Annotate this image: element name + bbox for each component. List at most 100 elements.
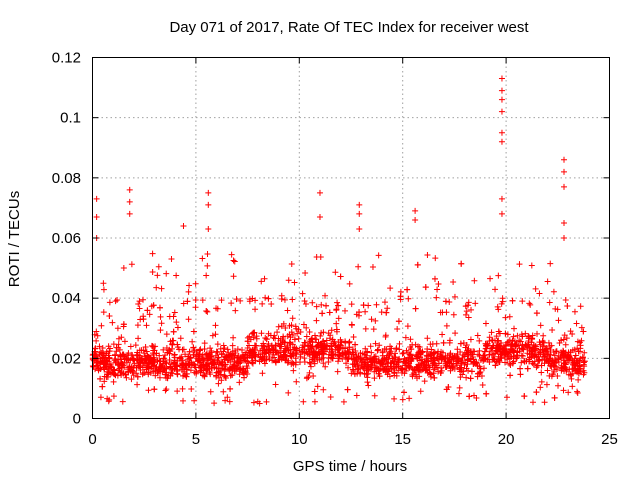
data-point [96, 351, 103, 358]
data-point [412, 207, 419, 214]
data-point [544, 278, 551, 285]
data-point [408, 355, 415, 362]
data-point [507, 372, 514, 379]
data-point [196, 347, 203, 354]
data-point [302, 301, 309, 308]
data-point [226, 366, 233, 373]
data-point [213, 361, 220, 368]
data-point [284, 359, 291, 366]
data-point [244, 365, 251, 372]
data-point [307, 360, 314, 367]
data-point [532, 285, 539, 292]
data-point [432, 255, 439, 262]
data-point [406, 395, 413, 402]
data-point [224, 346, 231, 353]
data-point [427, 341, 434, 348]
data-point [214, 349, 221, 356]
data-point [207, 345, 214, 352]
data-point [564, 357, 571, 364]
data-point [238, 346, 245, 353]
x-tick-label: 5 [192, 431, 200, 448]
data-point [320, 386, 327, 393]
data-point [228, 300, 235, 307]
data-point [391, 395, 398, 402]
data-point [564, 302, 571, 309]
data-point [130, 355, 137, 362]
data-point [509, 337, 516, 344]
data-point [183, 373, 190, 380]
data-point [145, 387, 152, 394]
data-point [348, 322, 355, 329]
data-point [278, 296, 285, 303]
data-point [442, 298, 449, 305]
data-point [209, 360, 216, 367]
data-point [455, 355, 462, 362]
data-point [126, 186, 133, 193]
tick-marks [92, 57, 610, 419]
data-point [314, 356, 321, 363]
data-point [327, 332, 334, 339]
data-point [561, 235, 568, 241]
data-point [261, 360, 268, 367]
data-point [207, 388, 214, 395]
data-point [218, 297, 225, 304]
data-point [362, 325, 369, 332]
data-point [272, 381, 279, 388]
data-point [437, 369, 444, 376]
data-point [498, 138, 505, 145]
data-point [185, 353, 192, 360]
data-point [152, 366, 159, 373]
data-point [492, 286, 499, 293]
data-point [477, 365, 484, 372]
data-point [222, 374, 229, 381]
data-point [237, 355, 244, 362]
data-point [284, 307, 291, 314]
data-point [513, 352, 520, 359]
data-point [142, 343, 149, 350]
data-point [308, 344, 315, 351]
data-point [409, 365, 416, 372]
data-point [285, 277, 292, 284]
data-point [269, 357, 276, 364]
data-point [228, 352, 235, 359]
data-point [149, 268, 156, 275]
data-point [495, 343, 502, 350]
data-point [295, 335, 302, 342]
data-point [475, 351, 482, 358]
data-point [576, 358, 583, 365]
data-point [183, 361, 190, 368]
data-point [511, 325, 518, 332]
data-point [551, 394, 558, 401]
data-point [468, 368, 475, 375]
data-point [384, 305, 391, 312]
data-point [451, 293, 458, 300]
data-point [178, 366, 185, 373]
data-point [209, 359, 216, 366]
data-point [402, 362, 409, 369]
data-point [375, 346, 381, 353]
data-point [443, 386, 450, 393]
data-point [417, 388, 424, 395]
data-point [272, 342, 279, 349]
data-point [281, 296, 288, 303]
data-point [143, 348, 150, 355]
data-point [540, 332, 547, 339]
chart-title: Day 071 of 2017, Rate Of TEC Index for r… [169, 19, 529, 36]
data-point [322, 363, 329, 370]
data-point [551, 360, 558, 367]
data-point [565, 389, 572, 396]
data-point [498, 96, 505, 103]
data-point [550, 371, 556, 378]
data-point [536, 339, 543, 346]
data-point [115, 335, 122, 342]
data-point [354, 366, 361, 373]
data-point [180, 397, 187, 404]
data-point [163, 331, 170, 338]
data-point [94, 332, 101, 339]
x-tick-label: 10 [291, 431, 308, 448]
data-point [145, 364, 152, 371]
data-point [498, 129, 505, 136]
data-point [438, 348, 445, 355]
data-point [509, 360, 516, 367]
y-tick-label: 0.1 [60, 110, 81, 127]
